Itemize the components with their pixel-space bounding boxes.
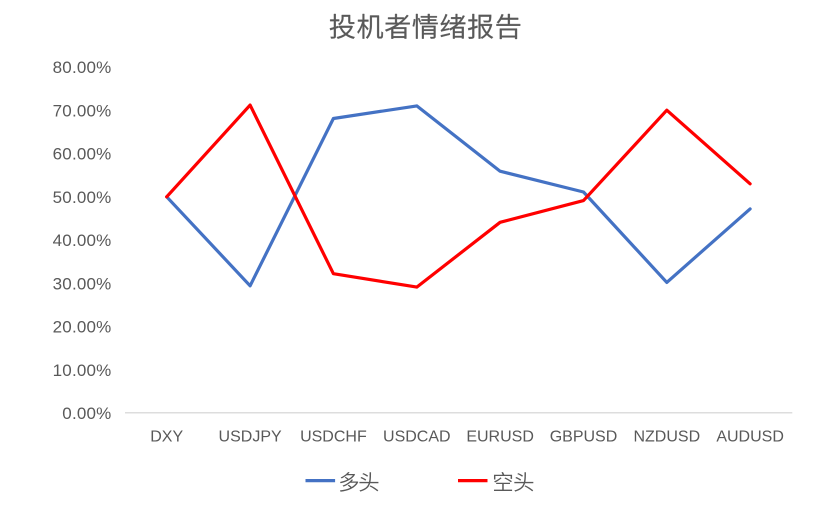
svg-text:30.00%: 30.00%: [53, 274, 112, 293]
svg-text:0.00%: 0.00%: [62, 404, 111, 423]
svg-text:40.00%: 40.00%: [53, 231, 112, 250]
svg-text:NZDUSD: NZDUSD: [633, 429, 700, 446]
svg-text:USDCAD: USDCAD: [383, 429, 451, 446]
svg-text:AUDUSD: AUDUSD: [716, 429, 784, 446]
svg-text:20.00%: 20.00%: [53, 318, 112, 337]
svg-text:DXY: DXY: [150, 429, 183, 446]
svg-text:60.00%: 60.00%: [53, 145, 112, 164]
svg-text:GBPUSD: GBPUSD: [550, 429, 618, 446]
svg-text:70.00%: 70.00%: [53, 101, 112, 120]
svg-text:USDJPY: USDJPY: [219, 429, 282, 446]
svg-text:10.00%: 10.00%: [53, 361, 112, 380]
svg-text:EURUSD: EURUSD: [466, 429, 534, 446]
svg-text:50.00%: 50.00%: [53, 188, 112, 207]
svg-text:80.00%: 80.00%: [53, 58, 112, 77]
svg-text:USDCHF: USDCHF: [300, 429, 367, 446]
